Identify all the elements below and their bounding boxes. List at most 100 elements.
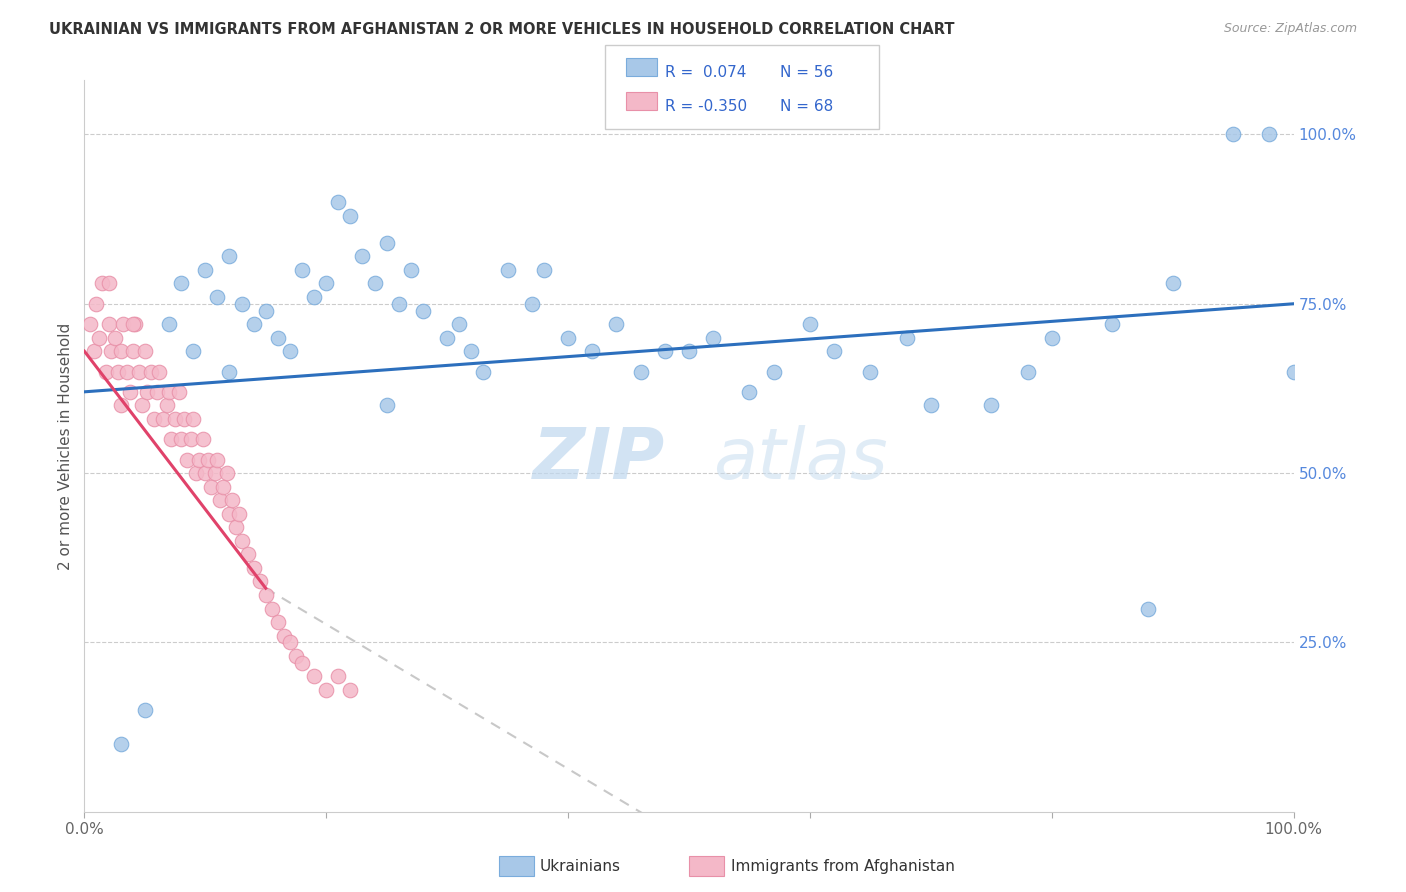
Point (273, 629, 295, 643)
Point (267, 331, 290, 345)
Point (136, 384, 159, 399)
Point (291, 656, 314, 670)
Point (315, 682, 337, 697)
Point (204, 466, 226, 480)
Point (121, 317, 143, 331)
Point (194, 263, 217, 277)
Point (121, 344, 143, 359)
Text: UKRAINIAN VS IMMIGRANTS FROM AFGHANISTAN 2 OR MORE VEHICLES IN HOUSEHOLD CORRELA: UKRAINIAN VS IMMIGRANTS FROM AFGHANISTAN… (49, 22, 955, 37)
Point (412, 303, 434, 318)
Point (191, 432, 214, 446)
Point (315, 277, 337, 291)
Point (328, 195, 350, 210)
Point (702, 331, 724, 345)
Point (799, 317, 821, 331)
Point (496, 263, 519, 277)
Point (254, 303, 277, 318)
Point (181, 412, 204, 426)
Text: atlas: atlas (713, 425, 887, 494)
Point (139, 364, 162, 378)
Point (148, 364, 170, 378)
Text: R =  0.074: R = 0.074 (665, 65, 747, 80)
Point (581, 344, 603, 359)
Point (221, 493, 243, 508)
Point (207, 290, 229, 304)
Point (173, 412, 195, 426)
Point (339, 682, 361, 697)
Point (605, 317, 627, 331)
Point (302, 669, 325, 683)
Point (97, 277, 120, 291)
Point (218, 364, 240, 378)
Point (225, 520, 247, 534)
Point (124, 317, 146, 331)
Point (200, 480, 222, 494)
Point (146, 384, 169, 399)
Point (79, 317, 101, 331)
Point (738, 384, 761, 399)
Point (242, 561, 264, 575)
Point (278, 635, 301, 649)
Point (134, 703, 156, 717)
Point (339, 209, 361, 223)
Point (859, 364, 882, 378)
Point (267, 615, 290, 629)
Point (176, 452, 198, 467)
Point (208, 493, 231, 508)
Point (167, 384, 190, 399)
Point (654, 344, 676, 359)
Point (155, 398, 177, 412)
Point (143, 412, 166, 426)
Point (460, 344, 482, 359)
Point (188, 452, 211, 467)
Point (83, 344, 105, 359)
Point (1161, 277, 1184, 291)
Point (285, 648, 308, 663)
Point (86, 297, 108, 311)
Point (352, 249, 374, 263)
Point (896, 331, 918, 345)
Point (157, 384, 180, 399)
Point (1101, 317, 1123, 331)
Point (520, 297, 543, 311)
Point (278, 344, 301, 359)
Point (215, 466, 238, 480)
Point (472, 364, 495, 378)
Point (302, 290, 325, 304)
Point (1137, 601, 1160, 615)
Point (218, 249, 240, 263)
Point (920, 398, 942, 412)
Point (231, 297, 253, 311)
Point (236, 547, 259, 561)
Point (110, 398, 132, 412)
Point (112, 317, 135, 331)
Point (1222, 128, 1244, 142)
Point (630, 364, 652, 378)
Point (110, 737, 132, 751)
Point (197, 452, 219, 467)
Point (165, 412, 187, 426)
Point (399, 263, 422, 277)
Point (115, 364, 138, 378)
Point (375, 398, 398, 412)
Point (823, 344, 845, 359)
Text: Source: ZipAtlas.com: Source: ZipAtlas.com (1223, 22, 1357, 36)
Point (104, 331, 127, 345)
Point (375, 235, 398, 250)
Text: R = -0.350: R = -0.350 (665, 99, 747, 114)
Point (131, 398, 153, 412)
Point (170, 277, 193, 291)
Point (160, 432, 183, 446)
Point (328, 669, 350, 683)
Point (107, 364, 129, 378)
Point (157, 317, 180, 331)
Point (678, 344, 700, 359)
Point (184, 466, 207, 480)
Point (533, 263, 555, 277)
Point (249, 574, 271, 589)
Point (228, 507, 250, 521)
Point (91, 277, 114, 291)
Point (449, 317, 471, 331)
Point (388, 297, 411, 311)
Point (152, 412, 174, 426)
